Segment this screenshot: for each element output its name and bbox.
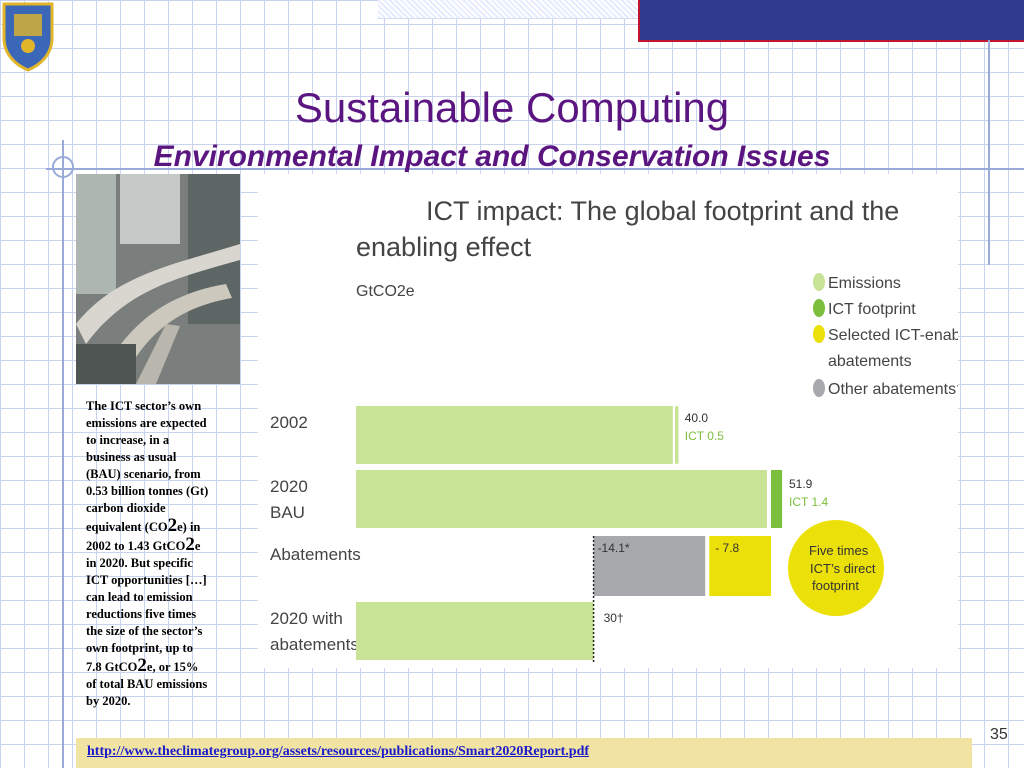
slide-subtitle: Environmental Impact and Conservation Is… [153,140,831,173]
annotation-line-1: Five times [809,543,869,558]
category-label: 2020 with abatements [270,609,359,654]
y-axis-unit-label: GtCO2e [356,283,415,300]
legend: Emissions ICT footprint Selected ICT-enabl… [813,273,958,398]
bar-2020bau-ict-value: ICT 1.4 [789,495,828,509]
legend-label: Selected ICT-enabledabatements [828,327,958,370]
legend-label: Emissions [828,275,901,292]
bar-2002-ict [674,405,679,465]
bar-2002-value: 40.0 [685,411,709,425]
city-highway-photo [76,174,240,384]
source-link[interactable]: http://www.theclimategroup.org/assets/re… [87,744,590,759]
chart-svg: ICT impact: The global footprint and the… [270,196,958,662]
bar-2020bau-value: 51.9 [789,477,813,491]
caption-text: The ICT sector’s own emissions are expect… [86,398,228,710]
caption-line: equivalent (CO2e) in [86,515,201,536]
caption-line: to increase, in a [86,433,170,447]
caption-line: 0.53 billion tonnes (Gt) [86,484,209,498]
caption-line: in 2020. But specific [86,556,193,570]
bar-2020with-value: 30† [604,611,624,625]
top-decorative-strip [378,0,640,19]
caption-line: own footprint, up to [86,641,193,655]
caption-line: 2002 to 1.43 GtCO2e [86,534,201,555]
legend-label: ICT footprint [828,301,916,318]
caption-line: can lead to emission [86,590,193,604]
category-label: Abatements [270,545,361,564]
bar-2002-emissions [356,406,673,464]
slide-title: Sustainable Computing [294,84,730,131]
bar-abatements-other-value: -14.1* [598,541,630,555]
bar-2020bau-emissions [356,470,767,528]
annotation-line-2: ICT’s direct [810,561,876,576]
legend-swatch [813,299,825,317]
bar-abatements-ict-value: - 7.8 [715,541,739,555]
slide-page-number: 35 [990,726,1008,743]
caption-line: the size of the sector’s [86,624,203,638]
chart-title-line1: ICT impact: The global footprint and the [426,196,899,226]
category-label: 2002 [270,413,308,432]
legend-label: Other abatements† [828,381,958,398]
bar-2020with-emissions [356,602,594,660]
caption-line: emissions are expected [86,416,207,430]
caption-line: 7.8 GtCO2e, or 15% [86,655,199,676]
caption-line: carbon dioxide [86,501,166,515]
university-crest-logo [2,2,54,72]
caption-line: business as usual [86,450,177,464]
annotation-line-3: footprint [812,578,859,593]
caption-line: reductions five times [86,607,197,621]
legend-swatch [813,379,825,397]
top-banner [638,0,1024,42]
caption-line: (BAU) scenario, from [86,467,201,481]
decorative-circle [52,156,74,178]
bar-2020bau-ict [771,470,783,528]
five-times-annotation: Five times ICT’s direct footprint [788,520,884,616]
caption-line: of total BAU emissions [86,677,208,691]
decorative-horizontal-line [46,168,1024,170]
bar-2002-ict-value: ICT 0.5 [685,429,724,443]
bar-abatements-other [593,536,706,596]
bar-abatements-ict [709,536,771,596]
caption-line: ICT opportunities […] [86,573,207,587]
category-label: 2020 BAU [270,477,308,522]
chart-title-line2: enabling effect [356,232,532,262]
legend-swatch [813,325,825,343]
caption-line: by 2020. [86,694,131,708]
decorative-vertical-line [62,140,64,768]
caption-line: The ICT sector’s own [86,399,202,413]
legend-swatch [813,273,825,291]
footer-bar: http://www.theclimategroup.org/assets/re… [76,738,972,768]
decorative-right-line [988,40,990,265]
